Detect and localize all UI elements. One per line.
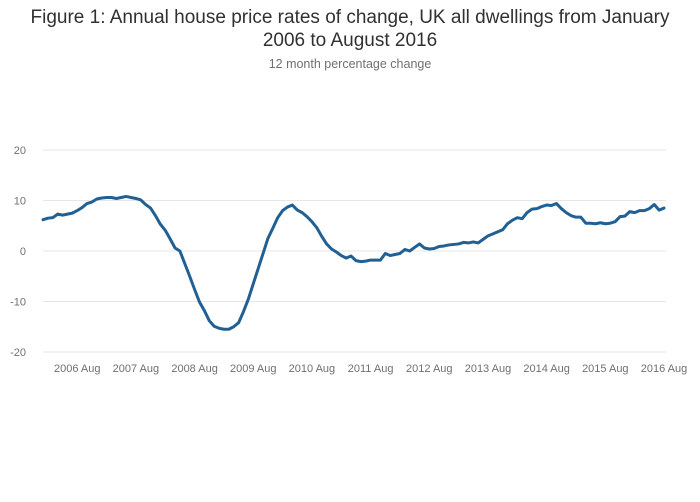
chart-title-line-1: Figure 1: Annual house price rates of ch… <box>30 7 670 28</box>
y-tick-label: 10 <box>14 196 26 208</box>
y-tick-label: 20 <box>14 145 26 157</box>
chart-title-line-2: 2006 to August 2016 <box>262 30 438 51</box>
x-tick-label: 2007 Aug <box>113 363 160 375</box>
x-tick-label: 2006 Aug <box>54 363 101 375</box>
y-tick-label: -10 <box>10 297 26 309</box>
x-tick-label: 2011 Aug <box>348 363 394 375</box>
y-tick-label: 0 <box>20 246 26 258</box>
gridlines <box>43 149 666 353</box>
x-tick-label: 2016 Aug <box>641 363 688 375</box>
x-tick-label: 2008 Aug <box>171 363 218 375</box>
x-tick-label: 2010 Aug <box>289 363 336 375</box>
series-layer <box>41 194 666 331</box>
x-tick-label: 2014 Aug <box>523 363 570 375</box>
x-tick-label: 2013 Aug <box>465 363 512 375</box>
x-axis-ticks: 2006 Aug 2007 Aug 2008 Aug 2009 Aug 2010 Aug… <box>54 363 687 375</box>
chart-subtitle: 12 month percentage change <box>268 57 432 71</box>
series-line-uk-all-dwellings[interactable] <box>41 194 666 331</box>
x-tick-label: 2009 Aug <box>230 363 277 375</box>
chart-title: Figure 1: Annual house price rates of ch… <box>0 6 700 52</box>
x-tick-label: 2015 Aug <box>582 363 629 375</box>
y-axis-ticks: 20 10 0 -10 -20 <box>10 145 26 359</box>
x-tick-label: 2012 Aug <box>406 363 453 375</box>
y-tick-label: -20 <box>10 347 26 359</box>
